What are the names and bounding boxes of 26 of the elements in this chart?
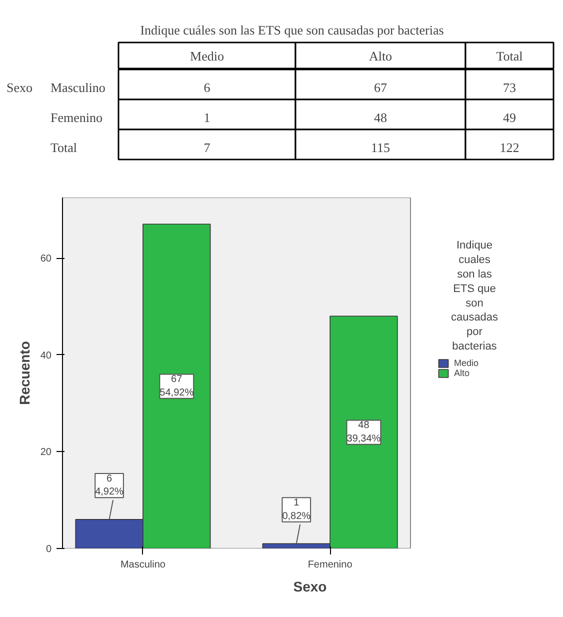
y-tick-label: 40 [40, 350, 52, 362]
y-tick-label: Femenino [50, 110, 102, 125]
legend-label: Alto [454, 368, 471, 378]
y-axis-title: Sexo [6, 80, 32, 95]
data-label: 67 [374, 80, 388, 95]
legend-label: Medio [454, 358, 479, 368]
data-label: 1 [204, 110, 210, 125]
legend-title: Indique cuales son las ETS que son causadas por bacterias [450, 240, 499, 352]
y-tick-label: Masculino [50, 80, 106, 95]
x-tick-label: Total [496, 48, 524, 64]
x-tick-label: Alto [368, 48, 392, 64]
y-tick-label: Total [50, 140, 78, 155]
y-axis-title: Recuento [16, 341, 32, 405]
data-label: 73 [503, 80, 516, 95]
x-axis-title: Sexo [293, 578, 327, 594]
y-tick-label: 20 [40, 447, 52, 458]
data-label: 6 [204, 80, 211, 95]
y-tick-label: 0 [46, 544, 52, 555]
chart-title: Indique cuáles son las ETS que son causadas por bacterias [140, 22, 444, 38]
data-label: 115 [370, 140, 390, 155]
data-label: 122 [500, 140, 520, 155]
x-tick-label: Medio [190, 48, 224, 64]
y-tick-label: 60 [40, 254, 52, 265]
data-label: 49 [503, 110, 516, 125]
data-label: 48 [374, 110, 387, 125]
data-label: 7 [204, 140, 211, 155]
